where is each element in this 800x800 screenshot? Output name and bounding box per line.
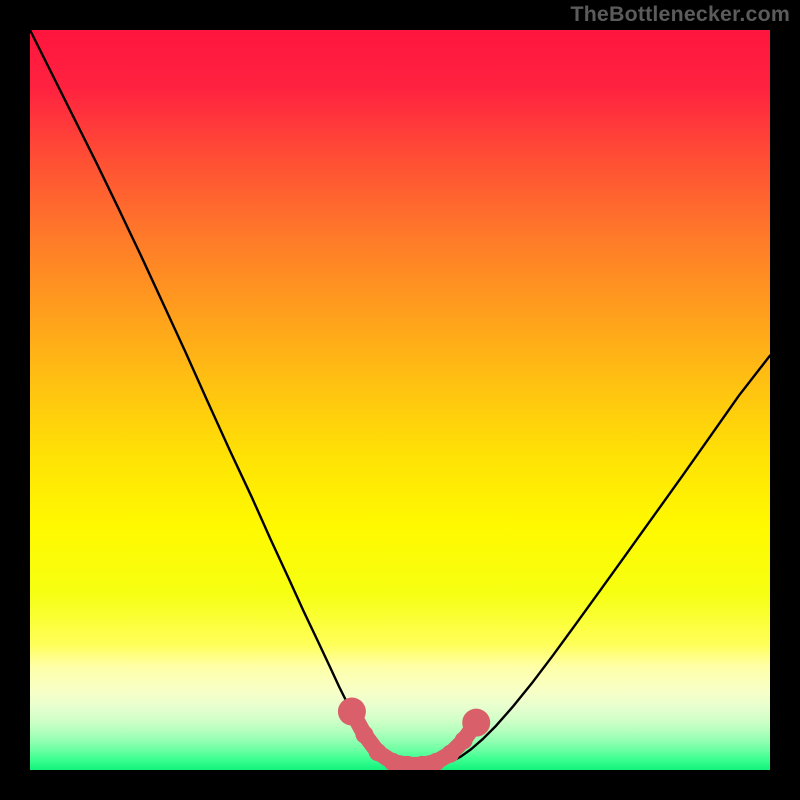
marker-dot-2 bbox=[369, 743, 387, 761]
marker-dot-3 bbox=[384, 753, 402, 771]
marker-dot-0 bbox=[343, 703, 361, 721]
chart-root: TheBottlenecker.com bbox=[0, 0, 800, 800]
marker-dot-1 bbox=[355, 725, 373, 743]
marker-dot-9 bbox=[467, 714, 485, 732]
plot-background bbox=[30, 30, 770, 770]
marker-dot-8 bbox=[455, 731, 473, 749]
bottleneck-chart bbox=[0, 0, 800, 800]
watermark-label: TheBottlenecker.com bbox=[570, 2, 790, 27]
marker-dot-7 bbox=[441, 745, 459, 763]
